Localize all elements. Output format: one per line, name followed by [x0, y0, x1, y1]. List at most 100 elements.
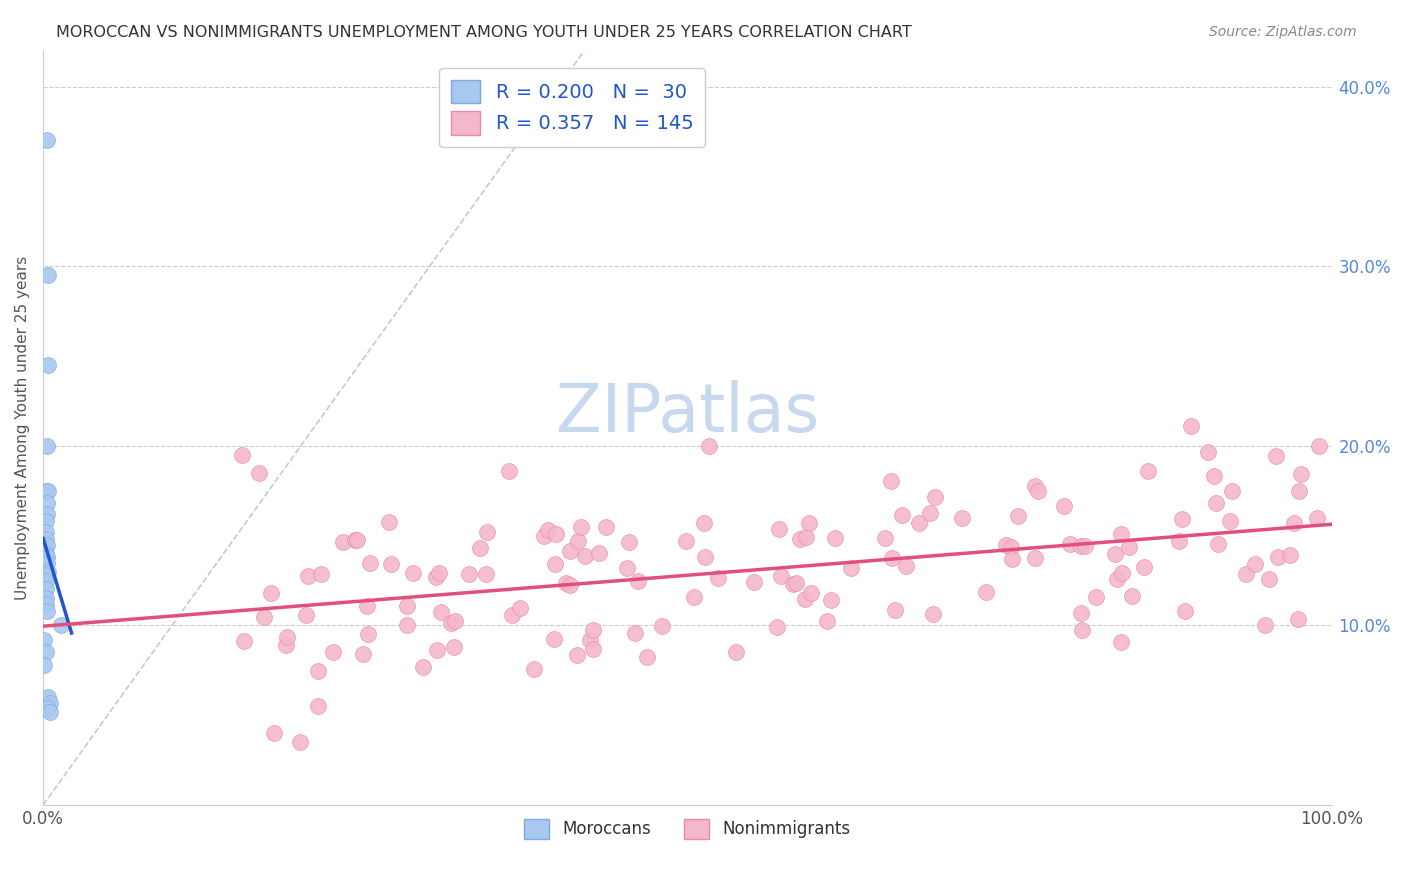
Point — [1085, 590, 1108, 604]
Point — [707, 571, 730, 585]
Point — [636, 650, 658, 665]
Point — [1254, 617, 1277, 632]
Point — [396, 599, 419, 613]
Point — [1264, 450, 1286, 464]
Point — [38, 696, 60, 710]
Point — [253, 610, 276, 624]
Point — [1243, 557, 1265, 571]
Point — [569, 519, 592, 533]
Point — [332, 534, 354, 549]
Point — [617, 535, 640, 549]
Point — [797, 516, 820, 530]
Point — [35, 645, 58, 659]
Point — [890, 508, 912, 523]
Point — [627, 574, 650, 589]
Point — [1170, 512, 1192, 526]
Point — [295, 607, 318, 622]
Point — [1137, 464, 1160, 478]
Point — [1267, 549, 1289, 564]
Point — [356, 599, 378, 613]
Point — [824, 531, 846, 545]
Point — [768, 522, 790, 536]
Point — [651, 619, 673, 633]
Point — [35, 532, 58, 546]
Point — [37, 268, 59, 283]
Point — [359, 556, 381, 570]
Point — [1219, 514, 1241, 528]
Point — [380, 557, 402, 571]
Point — [35, 514, 58, 528]
Point — [425, 570, 447, 584]
Point — [1197, 445, 1219, 459]
Point — [38, 705, 60, 719]
Point — [35, 556, 58, 570]
Point — [616, 561, 638, 575]
Point — [793, 591, 815, 606]
Point — [785, 576, 807, 591]
Point — [579, 633, 602, 648]
Point — [789, 532, 811, 546]
Point — [1024, 479, 1046, 493]
Point — [274, 638, 297, 652]
Point — [35, 547, 58, 561]
Point — [346, 533, 368, 548]
Point — [1206, 536, 1229, 550]
Point — [595, 520, 617, 534]
Point — [309, 567, 332, 582]
Point — [533, 529, 555, 543]
Point — [782, 576, 804, 591]
Point — [1026, 484, 1049, 499]
Point — [1289, 467, 1312, 482]
Point — [1000, 541, 1022, 555]
Point — [1168, 533, 1191, 548]
Point — [555, 576, 578, 591]
Point — [468, 541, 491, 556]
Point — [880, 550, 903, 565]
Point — [1202, 469, 1225, 483]
Point — [1105, 572, 1128, 586]
Point — [509, 601, 531, 615]
Point — [1279, 548, 1302, 562]
Point — [51, 618, 73, 632]
Point — [378, 515, 401, 529]
Point — [558, 544, 581, 558]
Point — [1258, 572, 1281, 586]
Point — [896, 558, 918, 573]
Point — [567, 533, 589, 548]
Point — [950, 511, 973, 525]
Point — [412, 659, 434, 673]
Point — [794, 530, 817, 544]
Point — [1286, 612, 1309, 626]
Point — [35, 439, 58, 453]
Point — [34, 657, 56, 672]
Point — [1007, 508, 1029, 523]
Point — [1111, 526, 1133, 541]
Point — [574, 549, 596, 563]
Point — [699, 439, 721, 453]
Point — [1205, 496, 1227, 510]
Point — [995, 538, 1018, 552]
Point — [37, 690, 59, 705]
Point — [875, 531, 897, 545]
Point — [523, 662, 546, 676]
Text: MOROCCAN VS NONIMMIGRANTS UNEMPLOYMENT AMONG YOUTH UNDER 25 YEARS CORRELATION CH: MOROCCAN VS NONIMMIGRANTS UNEMPLOYMENT A… — [56, 25, 912, 40]
Point — [581, 623, 603, 637]
Point — [1306, 510, 1329, 524]
Point — [260, 586, 283, 600]
Point — [263, 726, 285, 740]
Point — [800, 585, 823, 599]
Point — [396, 618, 419, 632]
Point — [35, 582, 58, 597]
Point — [1234, 566, 1257, 581]
Point — [1118, 540, 1140, 554]
Point — [1053, 500, 1076, 514]
Point — [35, 591, 58, 606]
Point — [1220, 483, 1243, 498]
Point — [297, 568, 319, 582]
Point — [440, 615, 463, 630]
Point — [307, 664, 329, 678]
Point — [544, 557, 567, 571]
Point — [231, 448, 253, 462]
Point — [766, 619, 789, 633]
Point — [693, 516, 716, 530]
